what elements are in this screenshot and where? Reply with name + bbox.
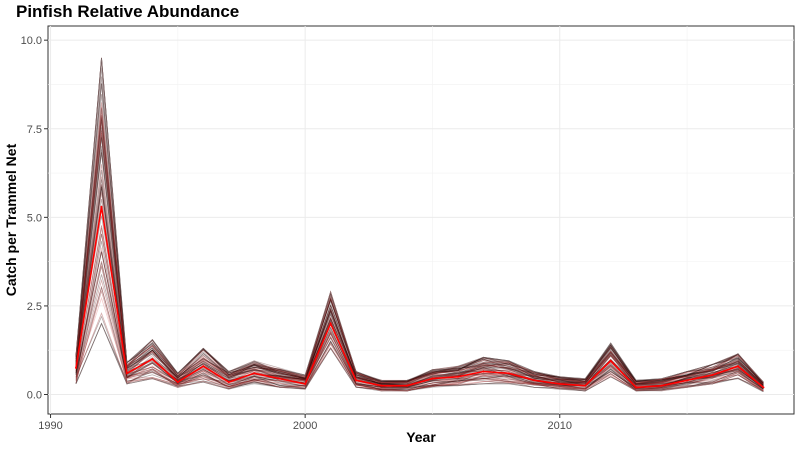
estimate-point [686, 379, 689, 382]
bootstrap-line [75, 285, 764, 391]
y-tick-label: 5.0 [27, 212, 42, 224]
bootstrap-envelope-line [75, 322, 764, 392]
bootstrap-line [75, 137, 764, 385]
estimate-point [151, 358, 154, 361]
bootstrap-line [75, 118, 764, 386]
bootstrap-line [75, 296, 764, 392]
bootstrap-line [75, 129, 764, 385]
bootstrap-line [75, 107, 764, 384]
bootstrap-line [75, 115, 764, 384]
estimate-point [584, 384, 587, 387]
bootstrap-line [75, 312, 764, 392]
estimate-point [405, 384, 408, 387]
estimate-point [482, 370, 485, 373]
chart-title: Pinfish Relative Abundance [16, 2, 239, 21]
estimate-point [609, 359, 612, 362]
bootstrap-line [75, 322, 764, 392]
grid-major [48, 26, 794, 414]
estimate-point [304, 382, 307, 385]
bootstrap-line [75, 132, 764, 385]
estimate-point [380, 384, 383, 387]
bootstrap-line [75, 225, 764, 389]
bootstrap-line [75, 76, 764, 386]
estimate-point [355, 379, 358, 382]
bootstrap-line [75, 233, 764, 392]
x-tick-label: 1990 [38, 420, 62, 432]
bootstrap-line [75, 107, 764, 385]
bootstrap-line [75, 251, 764, 390]
bootstrap-line [75, 274, 764, 391]
y-tick-label: 2.5 [27, 301, 42, 313]
estimate-point [558, 382, 561, 385]
estimate-point [125, 372, 128, 375]
estimate-point [227, 381, 230, 384]
x-axis-ticks: 1990 2000 2010 [38, 414, 572, 432]
estimate-point [660, 384, 663, 387]
y-tick-label: 0.0 [27, 390, 42, 402]
estimate-series [75, 205, 765, 389]
estimate-point [202, 365, 205, 368]
estimate-point [278, 377, 281, 380]
bootstrap-line [75, 57, 764, 385]
bootstrap-line [75, 169, 764, 388]
bootstrap-line [75, 127, 764, 386]
bootstrap-line [75, 289, 764, 392]
estimate-point [75, 366, 78, 369]
estimate-point [456, 375, 459, 378]
bootstrap-line [75, 179, 764, 387]
x-tick-label: 2000 [293, 420, 317, 432]
grid-minor [48, 26, 794, 414]
estimate-point [253, 372, 256, 375]
y-tick-label: 7.5 [27, 124, 42, 136]
estimate-point [736, 365, 739, 368]
estimate-point [507, 372, 510, 375]
estimate-point [176, 381, 179, 384]
x-axis-title: Year [406, 429, 436, 445]
bootstrap-line [75, 247, 764, 390]
bootstrap-line [75, 113, 764, 385]
bootstrap-line [75, 57, 764, 383]
y-tick-label: 10.0 [21, 35, 42, 47]
x-tick-label: 2010 [548, 420, 572, 432]
estimate-point [762, 386, 765, 389]
bootstrap-line [75, 149, 764, 385]
bootstrap-line [75, 322, 764, 393]
bootstrap-line [75, 108, 764, 387]
bootstrap-line [75, 252, 764, 390]
plot-panel [47, 25, 795, 415]
bootstrap-line [75, 116, 764, 388]
bootstrap-line [75, 137, 764, 386]
bootstrap-line [75, 135, 764, 386]
y-axis-title: Catch per Trammel Net [3, 143, 19, 296]
y-axis-ticks: 0.0 2.5 5.0 7.5 10.0 [21, 35, 48, 402]
estimate-line [75, 206, 764, 389]
bootstrap-line [75, 250, 764, 390]
bootstrap-line [75, 122, 764, 386]
bootstrap-line [75, 102, 764, 385]
bootstrap-line [75, 278, 764, 390]
bootstrap-line [75, 94, 764, 384]
bootstrap-line [75, 262, 764, 392]
estimate-point [431, 377, 434, 380]
bootstrap-line [75, 285, 764, 392]
estimate-point [100, 205, 103, 208]
estimate-point [329, 322, 332, 325]
bootstrap-envelope-line [75, 57, 764, 383]
estimate-point [635, 386, 638, 389]
bootstrap-line [75, 83, 764, 383]
bootstrap-line [75, 322, 764, 393]
bootstrap-line [75, 315, 764, 392]
bootstrap-line [75, 145, 764, 386]
bootstrap-line [75, 225, 764, 391]
estimate-point [533, 379, 536, 382]
estimate-point [711, 374, 714, 377]
